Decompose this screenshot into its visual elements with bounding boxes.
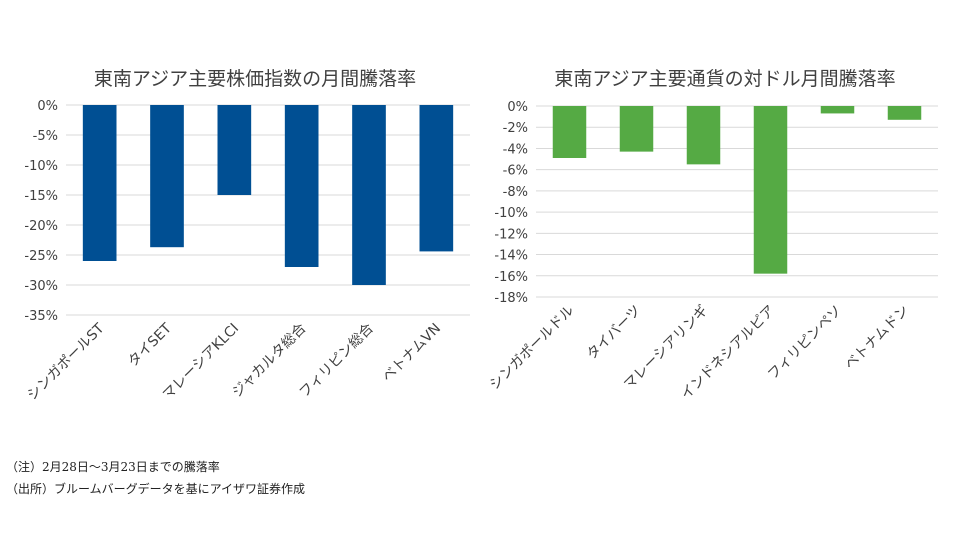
y-tick-label: -12% xyxy=(494,227,528,242)
bar xyxy=(753,106,788,274)
footnote-source: （出所）ブルームバーグデータを基にアイザワ証券作成 xyxy=(6,482,306,496)
stock-index-chart: 0% -5% -10% -15% -20% -25% -30% -35%シンガポールST タイS… xyxy=(24,99,470,404)
bar xyxy=(217,105,252,195)
x-category-label: タイバーツ xyxy=(584,303,644,363)
y-tick-label: 0% xyxy=(507,100,528,115)
y-tick-label: -14% xyxy=(494,249,528,264)
bar xyxy=(82,105,117,261)
bar xyxy=(619,106,654,152)
y-tick-label: -2% xyxy=(503,121,528,136)
y-tick-label: -30% xyxy=(24,279,58,294)
y-tick-label: -25% xyxy=(24,249,58,264)
bar xyxy=(284,105,319,267)
x-category-label: ベトナムドン xyxy=(842,303,912,373)
bar xyxy=(150,105,184,248)
y-tick-label: -10% xyxy=(24,159,58,174)
y-tick-label: -35% xyxy=(24,309,58,324)
x-category-label: ベトナムVN xyxy=(379,321,444,386)
bar xyxy=(352,105,386,285)
y-tick-label: 0% xyxy=(37,99,58,114)
y-tick-label: -5% xyxy=(33,129,58,144)
chart-title-currencies: 東南アジア主要通貨の対ドル月間騰落率 xyxy=(554,68,896,90)
x-category-label: タイSET xyxy=(125,320,175,370)
currency-chart: 0% -2% -4% -6% -8% -10% -12% -14% -16% -18%シンガポール… xyxy=(487,100,938,403)
y-tick-label: -15% xyxy=(24,189,58,204)
chart-title-stock-indices: 東南アジア主要株価指数の月間騰落率 xyxy=(93,68,417,90)
y-tick-label: -20% xyxy=(24,219,58,234)
y-tick-label: -4% xyxy=(503,142,528,157)
bar xyxy=(820,106,855,114)
y-tick-label: -18% xyxy=(494,291,528,306)
x-category-label: シンガポールST xyxy=(24,320,107,403)
x-category-label: シンガポールドル xyxy=(487,303,578,394)
y-tick-label: -10% xyxy=(494,206,528,221)
y-tick-label: -8% xyxy=(503,185,528,200)
bar xyxy=(686,106,721,165)
y-tick-label: -6% xyxy=(503,164,528,179)
bar xyxy=(887,106,922,120)
bar xyxy=(552,106,587,158)
bar xyxy=(419,105,454,252)
footnote-period: （注）2月28日～3月23日までの騰落率 xyxy=(6,460,220,474)
y-tick-label: -16% xyxy=(494,270,528,285)
